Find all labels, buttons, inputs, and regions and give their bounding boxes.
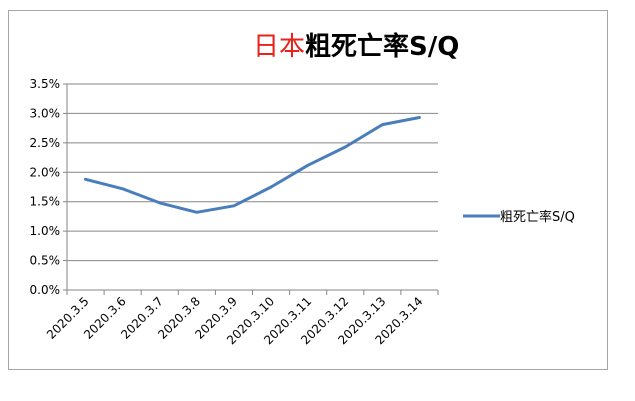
- legend: 粗死亡率S/Q: [463, 209, 575, 225]
- chart-title-part1: 日本: [253, 32, 305, 62]
- y-tick-label: 0.0%: [30, 283, 61, 297]
- y-tick-label: 2.0%: [30, 165, 61, 179]
- series-group: [84, 116, 421, 214]
- y-tick-label: 1.0%: [30, 224, 61, 238]
- y-tick-label: 0.5%: [30, 254, 61, 268]
- y-tick-label: 1.5%: [30, 195, 61, 209]
- chart-frame: [8, 10, 608, 370]
- y-axis-ticks: 0.0% 0.5% 1.0% 1.5% 2.0% 2.5% 3.0% 3.5%: [30, 77, 61, 297]
- y-tick-label: 2.5%: [30, 136, 61, 150]
- series-line: [84, 116, 421, 214]
- chart-title: 日本粗死亡率S/Q: [253, 31, 459, 62]
- y-tick-label: 3.5%: [30, 77, 61, 91]
- y-tick-label: 3.0%: [30, 106, 61, 120]
- x-axis-ticks: 2020.3.52020.3.62020.3.72020.3.82020.3.9…: [44, 290, 439, 347]
- legend-label: 粗死亡率S/Q: [500, 209, 575, 225]
- chart-title-part2: 粗死亡率S/Q: [305, 31, 459, 62]
